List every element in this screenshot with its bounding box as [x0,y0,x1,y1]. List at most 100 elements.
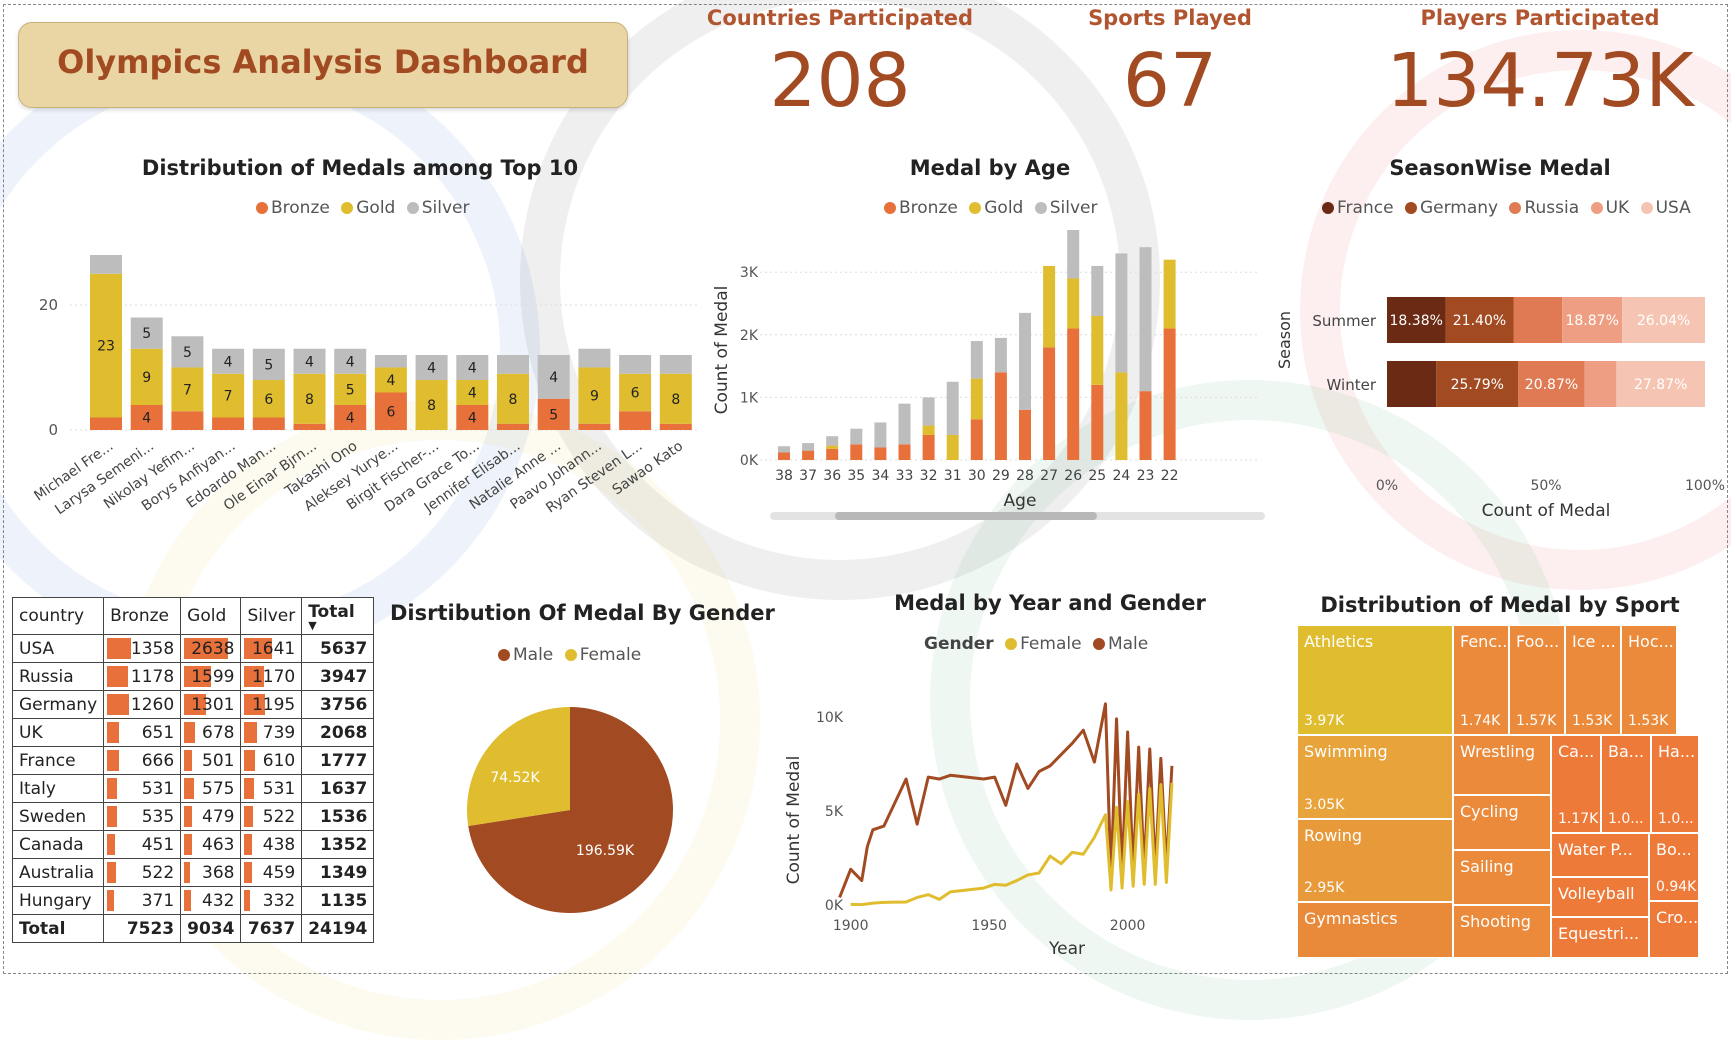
bar-segment-bronze [212,417,245,430]
treemap-tile[interactable]: Gymnastics [1297,902,1453,958]
bar-segment-usa [1616,361,1705,407]
treemap-tile[interactable]: Volleyball [1551,877,1649,917]
x-tick-label: 22 [1161,468,1179,484]
table-header[interactable]: Silver [240,597,303,635]
data-bar [107,806,117,827]
bar-segment-silver [537,355,570,399]
treemap-tile[interactable]: Shooting [1453,905,1551,958]
data-bar [244,750,255,771]
x-tick-label: 1900 [833,918,869,934]
season-legend[interactable]: France Germany Russia UK USA [1316,198,1691,218]
y-tick-label: Summer [1312,312,1376,330]
table-row[interactable]: Canada 451 463 438 1352 [11,830,375,859]
x-tick-label: 37 [799,468,817,484]
gender-legend[interactable]: Male Female [492,645,641,665]
x-tick-label: 38 [775,468,793,484]
table-row[interactable]: Russia 1178 1599 1170 3947 [11,662,375,691]
silver-cell: 610 [240,746,303,775]
bar-segment-bronze [1091,384,1104,460]
table-row[interactable]: USA 1358 2638 1641 5637 [11,634,375,663]
data-bar [107,778,117,799]
treemap-tile[interactable]: Swimming 3.05K [1297,735,1453,819]
cell-value: 501 [202,750,235,771]
gender-pie-chart[interactable]: 196.59K 74.52K [450,690,690,930]
legend-label: Silver [1049,198,1098,218]
table-header[interactable]: country [11,597,105,635]
gold-cell: 2638 [180,634,242,663]
x-tick-label: 0% [1376,478,1398,494]
treemap-tile[interactable]: Ba... 1.0... [1601,735,1651,833]
bar-segment-bronze [497,423,529,430]
tile-label: Rowing [1304,826,1363,845]
country-cell: UK [11,718,105,747]
country-cell: USA [11,634,105,663]
cell-value: 610 [262,750,296,771]
treemap-tile[interactable]: Cycling [1453,795,1551,850]
kpi-players-label: Players Participated [1420,6,1660,30]
bar-segment-bronze [922,434,935,460]
bar-segment-germany [1436,361,1519,407]
top10-legend[interactable]: Bronze Gold Silver [250,198,470,218]
treemap-tile[interactable]: Fenc... 1.74K [1453,625,1509,735]
treemap-tile[interactable]: Wrestling [1453,735,1551,795]
bar-segment-silver [994,337,1007,373]
kpi-countries-label: Countries Participated [706,6,974,30]
table-header-label: Total [308,602,355,622]
country-medal-table[interactable]: country Bronze Gold Silver Total ▼ USA 135… [11,597,375,943]
bar-segment-gold [293,373,326,424]
treemap-tile[interactable]: Equestri... [1551,917,1649,958]
season-stacked-bar-chart[interactable]: Season Summer 18.38% 21.40% 18.87% 26.04% Wint… [1270,280,1725,520]
treemap-tile[interactable]: Water P... [1551,833,1649,877]
bar-segment-usa [1622,297,1705,343]
table-row[interactable]: Sweden 535 479 522 1536 [11,802,375,831]
gold-cell: 501 [180,746,242,775]
table-header[interactable]: Gold [180,597,242,635]
x-tick-label: 32 [920,468,938,484]
total-cell: 3947 [301,662,375,691]
treemap-tile[interactable]: Bo... 0.94K [1649,833,1699,901]
treemap-tile[interactable]: Sailing [1453,850,1551,905]
yeargender-legend[interactable]: Gender Female Male [924,634,1148,654]
table-header[interactable]: Bronze [103,597,182,635]
treemap-tile[interactable]: Ice ... 1.53K [1565,625,1621,735]
cell-value: 459 [262,862,296,883]
legend-dot-male [498,649,510,661]
bronze-cell: 1260 [103,690,182,719]
legend-dot-gold [969,202,982,214]
bar-segment-bronze [578,423,611,430]
table-row[interactable]: Australia 522 368 459 1349 [11,858,375,887]
cell-value: 1178 [130,666,175,687]
cell-value: 332 [262,890,296,911]
bar-segment-bronze [1163,328,1176,460]
data-bar [107,890,114,911]
sport-treemap[interactable]: Athletics 3.97K Swimming 3.05K Rowing 2.95K Gy… [1297,625,1699,958]
treemap-tile[interactable]: Hoc... 1.53K [1621,625,1677,735]
treemap-tile[interactable]: Foo... 1.57K [1509,625,1565,735]
bar-segment-silver [850,428,863,445]
table-row[interactable]: Germany 1260 1301 1195 3756 [11,690,375,719]
table-row[interactable]: Hungary 371 432 332 1135 [11,886,375,915]
data-bar [244,666,265,687]
country-cell: Italy [11,774,105,803]
treemap-tile[interactable]: Ha... 1.0... [1651,735,1699,833]
yeargender-line-chart[interactable]: 0K 5K 10K 1900 1950 2000 Count of Medal Year [775,670,1280,960]
age-legend[interactable]: Bronze Gold Silver [878,198,1098,218]
gold-cell: 1599 [180,662,242,691]
scrollbar-thumb[interactable] [835,512,1097,520]
data-label: 4 [468,361,477,377]
treemap-tile[interactable]: Ca... 1.17K [1551,735,1601,833]
data-bar [184,694,206,715]
treemap-tile[interactable]: Rowing 2.95K [1297,819,1453,902]
table-row[interactable]: Italy 531 575 531 1637 [11,774,375,803]
table-row[interactable]: UK 651 678 739 2068 [11,718,375,747]
cell-value: 479 [202,806,235,827]
age-bar-chart[interactable]: 0K 1K 2K 3K Count of Medal 38 37 36 35 34 33 32 31 30… [700,230,1280,530]
table-header-sorted[interactable]: Total ▼ [301,597,375,635]
treemap-tile[interactable]: Athletics 3.97K [1297,625,1453,735]
treemap-tile[interactable]: Cro... [1649,901,1699,958]
total-cell: 1352 [301,830,375,859]
table-row[interactable]: France 666 501 610 1777 [11,746,375,775]
table-total-row[interactable]: Total 7523 9034 7637 24194 [11,914,375,943]
dashboard-title: Olympics Analysis Dashboard [57,43,589,81]
